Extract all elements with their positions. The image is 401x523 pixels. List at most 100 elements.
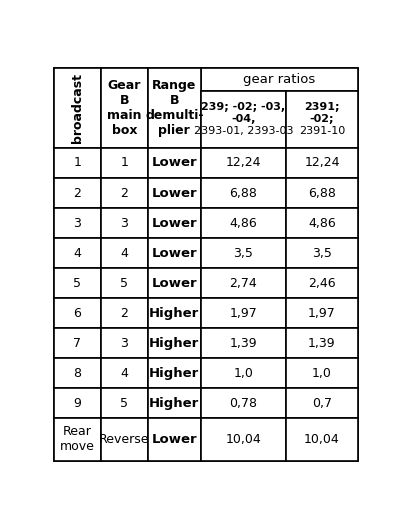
Bar: [101, 388, 148, 418]
Text: 2: 2: [120, 187, 128, 199]
Bar: [200, 388, 285, 418]
Bar: [101, 298, 148, 328]
Bar: [285, 358, 357, 388]
Bar: [285, 268, 357, 298]
Bar: [200, 178, 285, 208]
Text: 3,5: 3,5: [233, 246, 253, 259]
Bar: [200, 418, 285, 461]
Text: 4: 4: [73, 246, 81, 259]
Text: 2393-01, 2393-03: 2393-01, 2393-03: [193, 127, 292, 137]
Bar: [101, 328, 148, 358]
Text: 12,24: 12,24: [304, 156, 339, 169]
Bar: [148, 148, 200, 178]
Text: Rear
move: Rear move: [60, 425, 95, 453]
Bar: [54, 238, 101, 268]
Bar: [200, 90, 285, 148]
Bar: [285, 178, 357, 208]
Text: 1,0: 1,0: [311, 367, 331, 380]
Text: 12,24: 12,24: [225, 156, 261, 169]
Text: 1,39: 1,39: [308, 337, 335, 350]
Text: 9: 9: [73, 397, 81, 410]
Bar: [148, 238, 200, 268]
Bar: [200, 238, 285, 268]
Text: 6: 6: [73, 306, 81, 320]
Text: Higher: Higher: [149, 397, 199, 410]
Text: 5: 5: [120, 277, 128, 290]
Text: 3: 3: [73, 217, 81, 230]
Bar: [285, 148, 357, 178]
Text: 2,46: 2,46: [308, 277, 335, 290]
Text: broadcast: broadcast: [71, 73, 84, 143]
Bar: [200, 148, 285, 178]
Bar: [54, 208, 101, 238]
Text: 4,86: 4,86: [229, 217, 257, 230]
Text: 1,97: 1,97: [229, 306, 257, 320]
Bar: [285, 298, 357, 328]
Text: Lower: Lower: [151, 187, 196, 199]
Text: Lower: Lower: [151, 433, 196, 446]
Bar: [54, 148, 101, 178]
Bar: [101, 67, 148, 148]
Text: 4,86: 4,86: [307, 217, 335, 230]
Bar: [285, 90, 357, 148]
Text: -02;: -02;: [309, 114, 333, 124]
Text: gear ratios: gear ratios: [243, 73, 315, 86]
Bar: [54, 268, 101, 298]
Text: 5: 5: [120, 397, 128, 410]
Bar: [285, 238, 357, 268]
Text: 4: 4: [120, 367, 128, 380]
Text: Lower: Lower: [151, 156, 196, 169]
Bar: [148, 328, 200, 358]
Text: 3: 3: [120, 337, 128, 350]
Bar: [101, 208, 148, 238]
Bar: [101, 238, 148, 268]
Bar: [148, 268, 200, 298]
Bar: [148, 388, 200, 418]
Text: 1: 1: [73, 156, 81, 169]
Bar: [101, 148, 148, 178]
Text: 6,88: 6,88: [229, 187, 257, 199]
Text: 1,0: 1,0: [233, 367, 253, 380]
Text: 1,39: 1,39: [229, 337, 257, 350]
Text: 10,04: 10,04: [225, 433, 261, 446]
Text: 0,78: 0,78: [229, 397, 257, 410]
Text: Higher: Higher: [149, 306, 199, 320]
Text: Lower: Lower: [151, 246, 196, 259]
Text: Reverse: Reverse: [99, 433, 149, 446]
Text: 2: 2: [73, 187, 81, 199]
Text: Lower: Lower: [151, 217, 196, 230]
Bar: [54, 67, 101, 148]
Text: 0,7: 0,7: [311, 397, 331, 410]
Text: 2: 2: [120, 306, 128, 320]
Text: 2391-10: 2391-10: [298, 127, 344, 137]
Text: 6,88: 6,88: [307, 187, 335, 199]
Bar: [200, 328, 285, 358]
Bar: [285, 328, 357, 358]
Bar: [148, 178, 200, 208]
Bar: [200, 268, 285, 298]
Bar: [54, 388, 101, 418]
Bar: [200, 208, 285, 238]
Bar: [54, 358, 101, 388]
Bar: [285, 388, 357, 418]
Text: 1,97: 1,97: [307, 306, 335, 320]
Text: 10,04: 10,04: [303, 433, 339, 446]
Bar: [148, 418, 200, 461]
Bar: [54, 178, 101, 208]
Text: Higher: Higher: [149, 367, 199, 380]
Text: 2391;: 2391;: [304, 102, 339, 112]
Text: Range
B
demulti-
plier: Range B demulti- plier: [145, 79, 203, 137]
Bar: [54, 418, 101, 461]
Bar: [101, 358, 148, 388]
Bar: [54, 328, 101, 358]
Text: 8: 8: [73, 367, 81, 380]
Bar: [285, 418, 357, 461]
Bar: [101, 178, 148, 208]
Text: 1: 1: [120, 156, 128, 169]
Text: 7: 7: [73, 337, 81, 350]
Bar: [101, 268, 148, 298]
Text: 3: 3: [120, 217, 128, 230]
Text: 5: 5: [73, 277, 81, 290]
Text: 239; -02; -03,: 239; -02; -03,: [201, 102, 285, 112]
Bar: [200, 358, 285, 388]
